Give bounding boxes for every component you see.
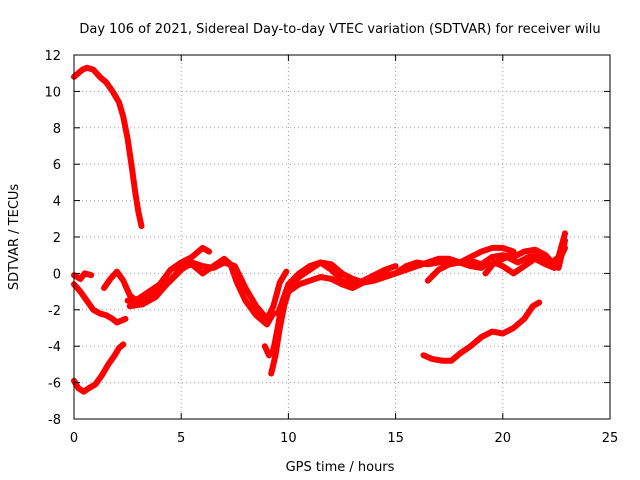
series-arc-mid-c xyxy=(126,255,277,328)
y-tick-label: -6 xyxy=(48,377,61,392)
y-tick-label: 2 xyxy=(53,231,61,246)
y-tick-label: -4 xyxy=(48,340,61,355)
series-arc-late-right-c xyxy=(495,237,568,271)
y-tick-label: -2 xyxy=(48,304,61,319)
x-tick-label: 5 xyxy=(177,431,185,446)
x-tick-label: 15 xyxy=(387,431,404,446)
x-tick-label: 0 xyxy=(70,431,78,446)
y-axis-label: SDTVAR / TECUs xyxy=(7,184,22,291)
chart-title: Day 106 of 2021, Sidereal Day-to-day VTE… xyxy=(79,22,600,37)
y-tick-label: 10 xyxy=(44,85,61,100)
series-arc-near-zero-left xyxy=(71,270,95,282)
series-arc-high-decay xyxy=(71,64,145,230)
x-axis-label: GPS time / hours xyxy=(286,460,395,475)
series-arc-mid-b xyxy=(124,244,213,304)
y-tick-label: -8 xyxy=(48,413,61,428)
y-tick-label: 8 xyxy=(53,122,61,137)
data-series xyxy=(71,64,568,395)
x-tick-label: 10 xyxy=(280,431,297,446)
y-tick-label: 0 xyxy=(53,267,61,282)
x-axis-ticks: 0 5 10 15 20 25 xyxy=(70,55,618,446)
x-tick-label: 25 xyxy=(602,431,619,446)
y-tick-label: 12 xyxy=(44,49,61,64)
series-arc-negative-rise xyxy=(420,299,543,364)
y-tick-label: 4 xyxy=(53,195,61,210)
y-tick-label: 6 xyxy=(53,158,61,173)
x-tick-label: 20 xyxy=(495,431,512,446)
y-axis-ticks: -8 -6 -4 -2 0 2 4 6 8 10 12 xyxy=(44,49,610,428)
grid xyxy=(74,55,610,419)
series-arc-low-rise xyxy=(71,341,127,395)
series-arc-descend-left xyxy=(71,281,129,326)
